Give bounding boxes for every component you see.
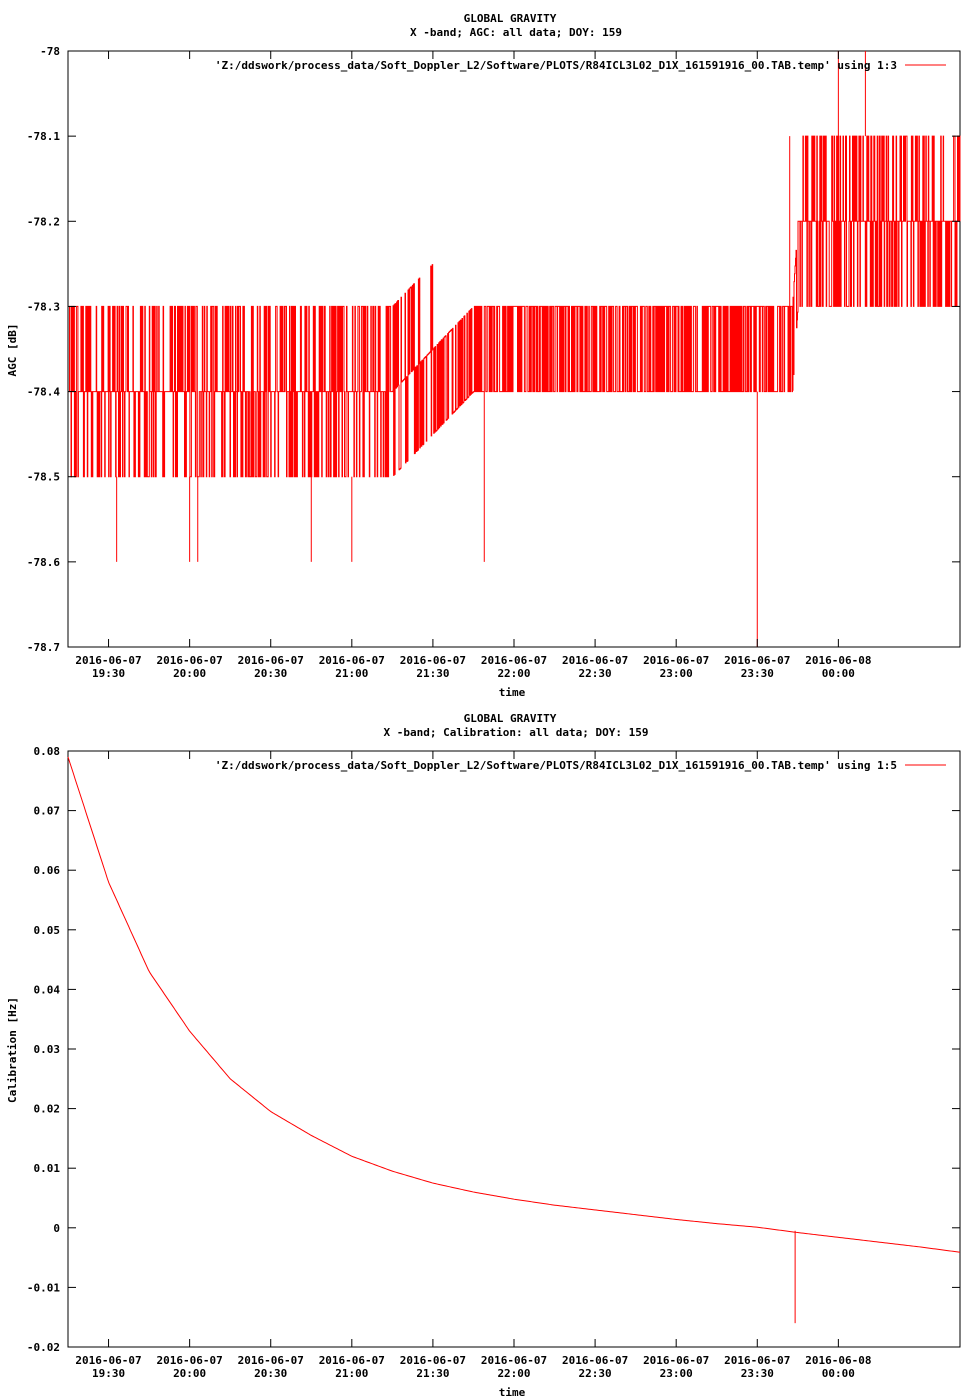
chart-title: GLOBAL GRAVITY: [464, 712, 557, 725]
x-tick-time-label: 22:30: [579, 667, 612, 680]
x-tick-time-label: 00:00: [822, 1367, 855, 1380]
x-tick-time-label: 23:00: [660, 667, 693, 680]
x-tick-date-label: 2016-06-07: [157, 1354, 223, 1367]
chart-subtitle: X -band; AGC: all data; DOY: 159: [410, 26, 622, 39]
y-tick-label: -78: [40, 45, 60, 58]
x-tick-date-label: 2016-06-07: [400, 1354, 466, 1367]
x-tick-date-label: 2016-06-07: [562, 654, 628, 667]
x-tick-time-label: 19:30: [92, 1367, 125, 1380]
x-axis-ticks: 2016-06-0719:302016-06-0720:002016-06-07…: [75, 751, 871, 1380]
y-axis-label: Calibration [Hz]: [6, 997, 19, 1103]
y-tick-label: -78.3: [27, 300, 60, 313]
x-tick-date-label: 2016-06-08: [805, 1354, 871, 1367]
x-tick-date-label: 2016-06-07: [724, 654, 790, 667]
x-tick-time-label: 21:30: [416, 1367, 449, 1380]
legend: 'Z:/ddswork/process_data/Soft_Doppler_L2…: [215, 759, 946, 772]
y-tick-label: 0.02: [34, 1103, 61, 1116]
x-tick-time-label: 22:00: [497, 1367, 530, 1380]
x-tick-date-label: 2016-06-07: [643, 654, 709, 667]
y-tick-label: 0.03: [34, 1043, 61, 1056]
x-tick-date-label: 2016-06-07: [75, 654, 141, 667]
y-tick-label: 0.08: [34, 745, 61, 758]
y-tick-label: 0.07: [34, 805, 61, 818]
plot-frame: [67, 750, 961, 1348]
x-tick-time-label: 21:00: [335, 667, 368, 680]
x-tick-time-label: 22:00: [497, 667, 530, 680]
x-tick-date-label: 2016-06-07: [481, 1354, 547, 1367]
x-tick-date-label: 2016-06-07: [157, 654, 223, 667]
y-tick-label: 0.04: [34, 983, 61, 996]
y-tick-label: -78.7: [27, 641, 60, 654]
x-tick-time-label: 20:00: [173, 1367, 206, 1380]
x-tick-time-label: 00:00: [822, 667, 855, 680]
y-tick-label: -78.6: [27, 556, 60, 569]
x-tick-time-label: 22:30: [579, 1367, 612, 1380]
y-axis-ticks: 0.08 0.07 0.06 0.05 0.04 0.03 0.02 0.01 0 -0.01 -0…: [27, 745, 960, 1354]
y-tick-label: -78.4: [27, 386, 60, 399]
chart-title: GLOBAL GRAVITY: [464, 12, 557, 25]
series-line: [67, 756, 961, 1253]
y-tick-label: -0.01: [27, 1281, 60, 1294]
y-tick-label: -78.2: [27, 215, 60, 228]
x-tick-time-label: 20:30: [254, 667, 287, 680]
calibration-data-layer: [67, 756, 961, 1324]
y-axis-ticks: -78 -78.1 -78.2 -78.3 -78.4 -78.5 -78.6 -78.7: [27, 45, 960, 654]
y-tick-label: 0.05: [34, 924, 61, 937]
agc-chart: GLOBAL GRAVITY X -band; AGC: all data; D…: [6, 12, 961, 699]
x-tick-date-label: 2016-06-07: [319, 654, 385, 667]
legend-label: 'Z:/ddswork/process_data/Soft_Doppler_L2…: [215, 59, 897, 72]
x-axis-label: time: [499, 686, 526, 699]
x-tick-time-label: 23:30: [741, 1367, 774, 1380]
x-tick-date-label: 2016-06-07: [724, 1354, 790, 1367]
x-tick-time-label: 19:30: [92, 667, 125, 680]
x-tick-date-label: 2016-06-07: [643, 1354, 709, 1367]
series-line: [68, 135, 961, 478]
x-tick-time-label: 21:00: [335, 1367, 368, 1380]
x-tick-time-label: 20:00: [173, 667, 206, 680]
x-tick-date-label: 2016-06-07: [562, 1354, 628, 1367]
x-axis-ticks: 2016-06-0719:302016-06-0720:002016-06-07…: [75, 51, 871, 680]
chart-subtitle: X -band; Calibration: all data; DOY: 159: [384, 726, 649, 739]
y-tick-label: -78.5: [27, 471, 60, 484]
y-tick-label: -0.02: [27, 1341, 60, 1354]
y-tick-label: 0.01: [34, 1162, 61, 1175]
y-tick-label: 0.06: [34, 864, 61, 877]
agc-data-layer: [68, 51, 961, 647]
y-tick-label: 0: [53, 1222, 60, 1235]
x-tick-date-label: 2016-06-07: [481, 654, 547, 667]
x-tick-date-label: 2016-06-07: [75, 1354, 141, 1367]
x-tick-time-label: 23:30: [741, 667, 774, 680]
legend-label: 'Z:/ddswork/process_data/Soft_Doppler_L2…: [215, 759, 897, 772]
y-axis-label: AGC [dB]: [6, 324, 19, 377]
x-tick-date-label: 2016-06-07: [319, 1354, 385, 1367]
x-tick-date-label: 2016-06-07: [238, 654, 304, 667]
x-tick-date-label: 2016-06-08: [805, 654, 871, 667]
x-tick-date-label: 2016-06-07: [238, 1354, 304, 1367]
x-tick-time-label: 23:00: [660, 1367, 693, 1380]
legend: 'Z:/ddswork/process_data/Soft_Doppler_L2…: [215, 59, 946, 72]
calibration-chart: GLOBAL GRAVITY X -band; Calibration: all…: [6, 712, 961, 1399]
x-tick-time-label: 20:30: [254, 1367, 287, 1380]
x-tick-time-label: 21:30: [416, 667, 449, 680]
x-tick-date-label: 2016-06-07: [400, 654, 466, 667]
x-axis-label: time: [499, 1386, 526, 1399]
y-tick-label: -78.1: [27, 130, 60, 143]
